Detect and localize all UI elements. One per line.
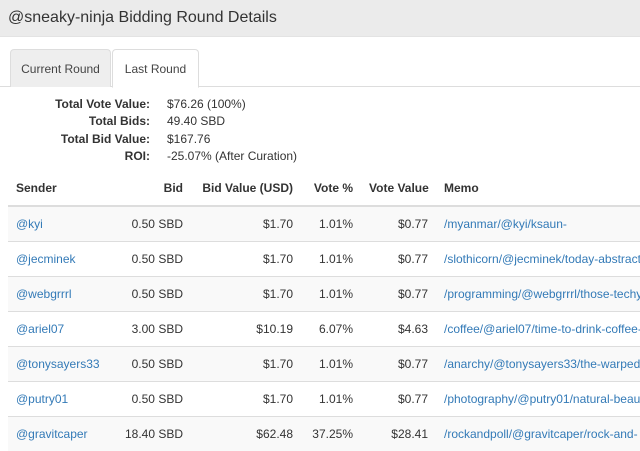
table-row: @webgrrrl 0.50 SBD $1.70 1.01% $0.77 /pr… xyxy=(8,275,640,311)
bid-value-cell: $1.70 xyxy=(191,345,301,381)
memo-link[interactable]: /coffee/@ariel07/time-to-drink-coffee- xyxy=(436,310,640,346)
page-title: @sneaky-ninja Bidding Round Details xyxy=(8,9,277,26)
vote-value-cell: $0.77 xyxy=(361,275,436,311)
header-bid-value: Bid Value (USD) xyxy=(191,171,301,207)
header-vote-value: Vote Value xyxy=(361,171,436,207)
sender-link[interactable]: @webgrrrl xyxy=(8,275,117,311)
bid-value-cell: $62.48 xyxy=(191,415,301,451)
summary-value: $167.76 xyxy=(167,131,211,146)
summary-value: -25.07% (After Curation) xyxy=(167,149,298,164)
bid-cell: 18.40 SBD xyxy=(117,415,191,451)
vote-value-cell: $0.77 xyxy=(361,345,436,381)
bid-cell: 3.00 SBD xyxy=(117,310,191,346)
bid-value-cell: $1.70 xyxy=(191,275,301,311)
summary-roi: ROI: -25.07% (After Curation) xyxy=(0,148,640,166)
sender-link[interactable]: @putry01 xyxy=(8,380,117,416)
header-memo: Memo xyxy=(436,171,640,207)
bids-table: Sender Bid Bid Value (USD) Vote % Vote V… xyxy=(8,171,640,451)
vote-value-cell: $4.63 xyxy=(361,310,436,346)
summary-label: Total Bid Value: xyxy=(60,131,150,146)
vote-value-cell: $0.77 xyxy=(361,205,436,241)
header-vote-pct: Vote % xyxy=(301,171,361,207)
sender-link[interactable]: @ariel07 xyxy=(8,310,117,346)
bid-cell: 0.50 SBD xyxy=(117,275,191,311)
sender-link[interactable]: @kyi xyxy=(8,205,117,241)
summary-label: ROI: xyxy=(124,149,150,164)
memo-link[interactable]: /rockandpoll/@gravitcaper/rock-and- xyxy=(436,415,640,451)
header-sender: Sender xyxy=(8,171,117,207)
bid-value-cell: $1.70 xyxy=(191,205,301,241)
bid-cell: 0.50 SBD xyxy=(117,345,191,381)
vote-value-cell: $0.77 xyxy=(361,240,436,276)
summary-value: 49.40 SBD xyxy=(167,114,226,129)
vote-pct-cell: 1.01% xyxy=(301,345,361,381)
vote-pct-cell: 1.01% xyxy=(301,380,361,416)
summary-total-bids: Total Bids: 49.40 SBD xyxy=(0,113,640,131)
header-bid: Bid xyxy=(117,171,191,207)
summary-label: Total Bids: xyxy=(88,114,150,129)
summary-value: $76.26 (100%) xyxy=(167,96,246,111)
vote-pct-cell: 6.07% xyxy=(301,310,361,346)
bid-cell: 0.50 SBD xyxy=(117,205,191,241)
summary-total-vote-value: Total Vote Value: $76.26 (100%) xyxy=(0,95,640,113)
tab-last-round[interactable]: Last Round xyxy=(112,49,199,88)
round-summary: Total Vote Value: $76.26 (100%) Total Bi… xyxy=(0,95,640,165)
vote-pct-cell: 1.01% xyxy=(301,205,361,241)
memo-link[interactable]: /myanmar/@kyi/ksaun- xyxy=(436,205,640,241)
vote-value-cell: $0.77 xyxy=(361,380,436,416)
table-header-row: Sender Bid Bid Value (USD) Vote % Vote V… xyxy=(8,171,640,207)
summary-label: Total Vote Value: xyxy=(55,96,150,111)
sender-link[interactable]: @gravitcaper xyxy=(8,415,117,451)
bid-value-cell: $1.70 xyxy=(191,240,301,276)
table-row: @tonysayers33 0.50 SBD $1.70 1.01% $0.77… xyxy=(8,345,640,381)
vote-pct-cell: 1.01% xyxy=(301,240,361,276)
vote-value-cell: $28.41 xyxy=(361,415,436,451)
page-header: @sneaky-ninja Bidding Round Details xyxy=(0,0,640,37)
table-row: @gravitcaper 18.40 SBD $62.48 37.25% $28… xyxy=(8,415,640,451)
sender-link[interactable]: @jecminek xyxy=(8,240,117,276)
table-row: @putry01 0.50 SBD $1.70 1.01% $0.77 /pho… xyxy=(8,380,640,416)
tab-current-round[interactable]: Current Round xyxy=(10,49,111,87)
table-row: @jecminek 0.50 SBD $1.70 1.01% $0.77 /sl… xyxy=(8,240,640,276)
memo-link[interactable]: /anarchy/@tonysayers33/the-warped- xyxy=(436,345,640,381)
bid-cell: 0.50 SBD xyxy=(117,380,191,416)
memo-link[interactable]: /programming/@webgrrrl/those-techy- xyxy=(436,275,640,311)
round-tabs: Current Round Last Round xyxy=(0,49,640,88)
memo-link[interactable]: /photography/@putry01/natural-beauty- xyxy=(436,380,640,416)
vote-pct-cell: 37.25% xyxy=(301,415,361,451)
bid-cell: 0.50 SBD xyxy=(117,240,191,276)
vote-pct-cell: 1.01% xyxy=(301,275,361,311)
memo-link[interactable]: /slothicorn/@jecminek/today-abstract- xyxy=(436,240,640,276)
sender-link[interactable]: @tonysayers33 xyxy=(8,345,117,381)
summary-total-bid-value: Total Bid Value: $167.76 xyxy=(0,130,640,148)
bid-value-cell: $10.19 xyxy=(191,310,301,346)
table-row: @ariel07 3.00 SBD $10.19 6.07% $4.63 /co… xyxy=(8,310,640,346)
bid-value-cell: $1.70 xyxy=(191,380,301,416)
table-row: @kyi 0.50 SBD $1.70 1.01% $0.77 /myanmar… xyxy=(8,205,640,241)
